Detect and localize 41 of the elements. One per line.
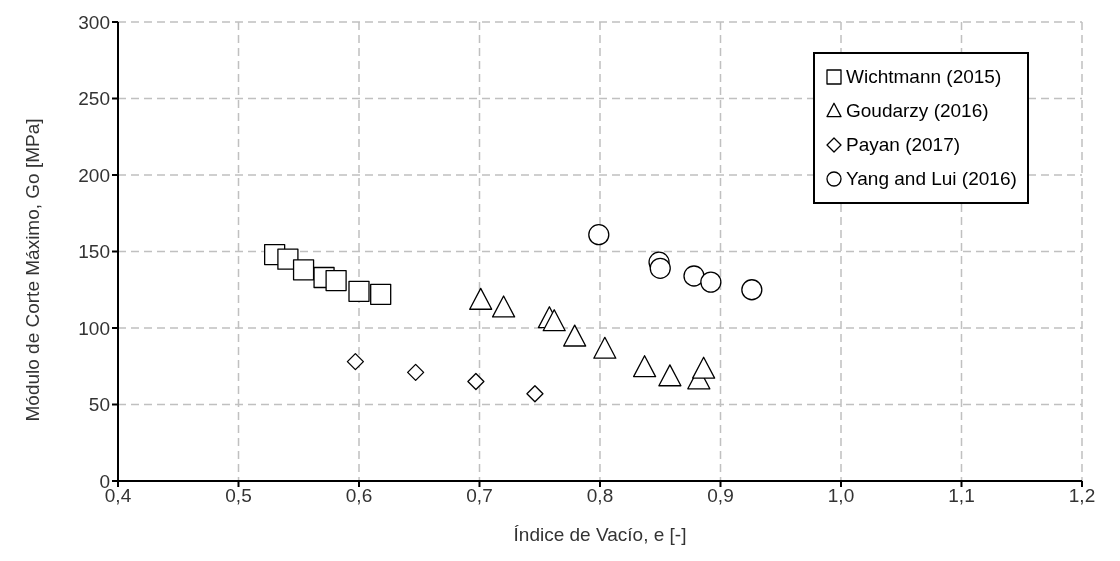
y-tick-label: 200 bbox=[78, 164, 110, 186]
x-tick-label: 0,7 bbox=[466, 485, 493, 507]
x-tick-label: 0,9 bbox=[707, 485, 734, 507]
point bbox=[370, 283, 392, 305]
x-tick-label: 0,6 bbox=[345, 485, 373, 507]
point bbox=[632, 355, 657, 378]
point bbox=[691, 356, 716, 379]
point bbox=[292, 259, 315, 281]
point bbox=[348, 280, 370, 302]
point bbox=[563, 324, 587, 347]
point bbox=[542, 309, 566, 332]
y-tick-label: 50 bbox=[88, 394, 110, 416]
point bbox=[741, 279, 763, 301]
legend-label: Payan (2017) bbox=[846, 134, 961, 156]
point bbox=[325, 269, 347, 292]
point bbox=[346, 353, 365, 371]
point bbox=[658, 364, 682, 387]
x-tick-label: 1,0 bbox=[827, 485, 855, 507]
point bbox=[469, 287, 493, 310]
point bbox=[683, 265, 705, 287]
point bbox=[593, 336, 617, 359]
legend-label: Yang and Lui (2016) bbox=[846, 168, 1017, 190]
x-axis-title: Índice de Vacío, e [-] bbox=[513, 524, 687, 545]
y-tick-label: 100 bbox=[78, 317, 110, 339]
x-tick-label: 0,5 bbox=[225, 485, 252, 507]
y-tick-label: 150 bbox=[78, 241, 110, 263]
y-tick-label: 250 bbox=[78, 88, 110, 110]
y-axis-title: Módulo de Corte Máximo, Go [MPa] bbox=[21, 118, 43, 422]
point bbox=[649, 257, 671, 279]
point bbox=[491, 295, 516, 318]
legend-label: Goudarzy (2016) bbox=[846, 100, 989, 122]
y-tick-label: 300 bbox=[78, 11, 110, 33]
point bbox=[526, 385, 544, 403]
x-tick-label: 1,1 bbox=[948, 485, 975, 507]
x-tick-label: 0,8 bbox=[586, 485, 614, 507]
point bbox=[700, 271, 722, 293]
x-tick-label: 1,2 bbox=[1068, 485, 1096, 507]
legend-label: Wichtmann (2015) bbox=[846, 66, 1002, 88]
point bbox=[588, 224, 610, 246]
point bbox=[467, 372, 485, 391]
point bbox=[406, 363, 425, 382]
